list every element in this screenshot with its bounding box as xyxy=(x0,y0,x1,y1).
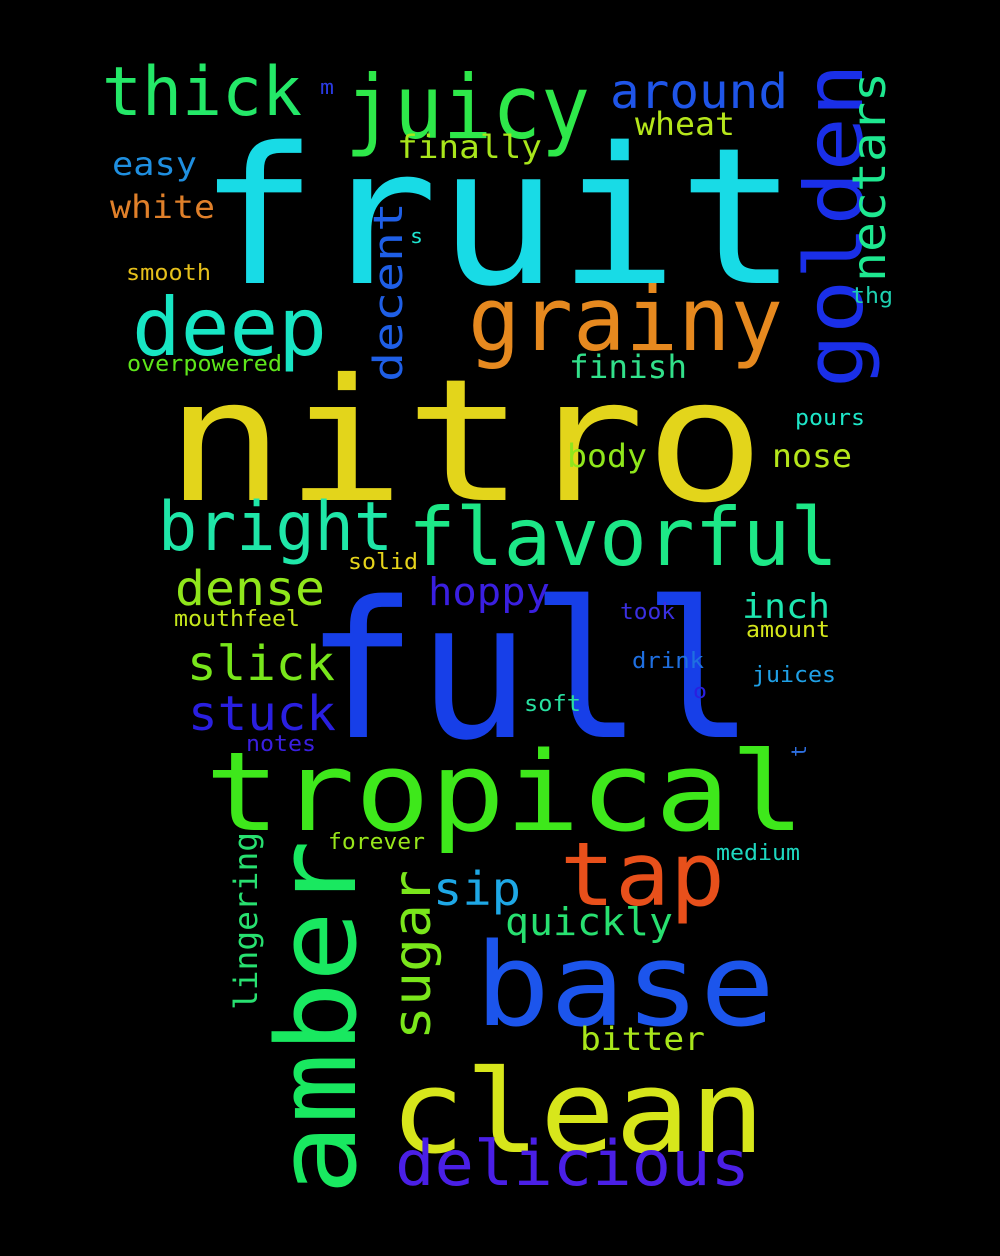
word-forever: forever xyxy=(328,830,425,855)
word-finally: finally xyxy=(397,128,542,166)
word-t: t xyxy=(787,745,811,757)
word-thick: thick xyxy=(102,53,302,132)
word-flavorful: flavorful xyxy=(408,491,838,584)
word-dense: dense xyxy=(175,561,325,617)
word-hoppy: hoppy xyxy=(428,570,550,614)
word-slick: slick xyxy=(187,636,335,692)
word-golden: golden xyxy=(788,63,881,388)
word-m: m xyxy=(320,75,334,99)
word-sip: sip xyxy=(433,862,521,916)
word-deep: deep xyxy=(132,281,327,374)
word-nitro: nitro xyxy=(165,343,765,541)
word-base: base xyxy=(475,919,775,1053)
word-mouthfeel: mouthfeel xyxy=(174,607,300,632)
word-o: o xyxy=(693,679,707,703)
word-bright: bright xyxy=(158,488,393,567)
word-delicious: delicious xyxy=(395,1127,750,1200)
word-drink: drink xyxy=(632,649,704,674)
word-s: s xyxy=(410,224,423,248)
word-nectars: nectars xyxy=(842,72,896,282)
word-grainy: grainy xyxy=(468,268,783,371)
word-pours: pours xyxy=(795,406,865,431)
word-stuck: stuck xyxy=(188,686,336,742)
word-juicy: juicy xyxy=(345,56,590,159)
word-took: took xyxy=(620,600,675,625)
word-white: white xyxy=(110,188,215,226)
word-tap: tap xyxy=(560,823,725,926)
word-quickly: quickly xyxy=(505,900,673,944)
word-overpowered: overpowered xyxy=(127,352,282,377)
word-amount: amount xyxy=(746,618,830,643)
word-bitter: bitter xyxy=(580,1020,705,1058)
word-fruit: fruit xyxy=(198,107,798,328)
word-around: around xyxy=(610,64,788,120)
word-finish: finish xyxy=(569,348,687,386)
word-full: full xyxy=(305,561,755,782)
word-notes: notes xyxy=(246,732,316,757)
word-smooth: smooth xyxy=(126,261,211,286)
word-wheat: wheat xyxy=(635,105,735,143)
word-soft: soft xyxy=(524,692,581,717)
word-solid: solid xyxy=(348,550,418,575)
word-nose: nose xyxy=(772,437,852,475)
word-medium: medium xyxy=(716,841,800,866)
word-sugar: sugar xyxy=(383,870,443,1040)
word-easy: easy xyxy=(112,145,197,183)
word-inch: inch xyxy=(742,587,830,627)
word-lingering: lingering xyxy=(227,832,265,1010)
word-thg: thg xyxy=(851,284,893,309)
word-juices: juices xyxy=(752,663,836,688)
word-body: body xyxy=(567,437,647,475)
word-decent: decent xyxy=(366,202,412,382)
word-amber: amber xyxy=(253,840,381,1195)
word-tropical: tropical xyxy=(205,728,805,856)
word-clean: clean xyxy=(390,1046,765,1180)
